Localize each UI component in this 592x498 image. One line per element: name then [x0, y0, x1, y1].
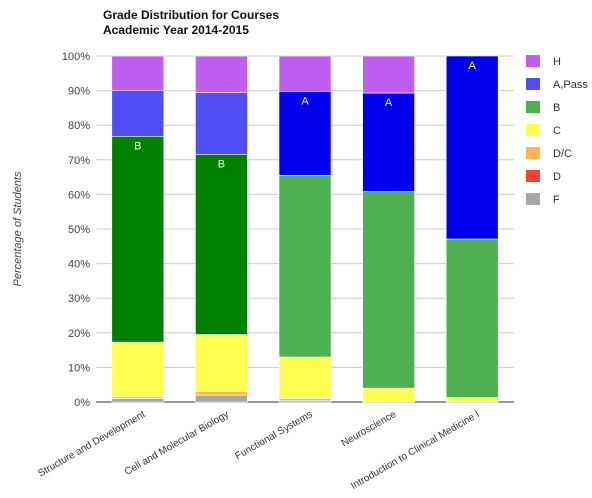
bar-neuroscience-h	[362, 55, 415, 94]
y-tick-label: 40%	[68, 259, 90, 271]
bar-structure-and-development-f	[111, 398, 165, 403]
legend-label-a-pass: A,Pass	[553, 79, 588, 91]
bar-cell-and-molecular-biology-c	[195, 334, 248, 392]
legend-label-f: F	[553, 194, 560, 206]
y-tick-label: 0%	[74, 397, 90, 409]
bar-annotation-b: B	[134, 140, 141, 152]
bar-cell-and-molecular-biology-b-dark	[195, 154, 248, 335]
y-tick-label: 90%	[68, 86, 90, 98]
bar-annotation-a: A	[469, 60, 477, 72]
bar-cell-and-molecular-biology-d-c	[195, 391, 248, 396]
bar-functional-systems-c	[278, 356, 332, 399]
chart-title-line-0: Grade Distribution for Courses	[103, 8, 279, 22]
y-tick-label: 60%	[68, 189, 90, 201]
y-tick-label: 80%	[68, 120, 90, 132]
bar-structure-and-development-a-pass-light	[111, 89, 165, 137]
bar-annotations: B B A A A	[134, 60, 476, 171]
bar-cell-and-molecular-biology-h	[195, 55, 248, 93]
x-tick-label-introduction-to-clinical-medicine-i: Introduction to Clinical Medicine I	[349, 409, 482, 492]
bar-functional-systems-b	[278, 175, 332, 358]
y-tick-label: 10%	[68, 362, 90, 374]
bar-annotation-b: B	[218, 159, 225, 171]
x-tick-label-neuroscience: Neuroscience	[340, 409, 399, 449]
chart-title-line-1: Academic Year 2014-2015	[103, 23, 249, 37]
bar-cell-and-molecular-biology-f	[195, 394, 248, 403]
legend-swatch-d-c	[526, 147, 540, 159]
bar-introduction-to-clinical-medicine-i-b	[445, 238, 499, 398]
legend-swatch-f	[526, 193, 540, 205]
bar-annotation-a: A	[301, 95, 309, 107]
y-tick-label: 50%	[68, 224, 90, 236]
y-tick-label: 20%	[68, 328, 90, 340]
legend-swatch-h	[526, 55, 540, 67]
bar-structure-and-development-h	[111, 55, 165, 91]
legend-label-c: C	[553, 125, 561, 137]
legend-swatch-a-pass	[526, 78, 540, 90]
y-axis-label-group: Percentage of Students	[12, 171, 24, 286]
legend-label-b: B	[553, 102, 560, 114]
legend: H A,Pass BC D/C DF	[526, 55, 588, 206]
legend-label-h: H	[553, 56, 561, 68]
bar-structure-and-development-b-dark	[111, 135, 165, 343]
y-axis-label: Percentage of Students	[12, 171, 24, 286]
y-tick-label: 100%	[62, 51, 90, 63]
bar-neuroscience-a-pass	[362, 92, 415, 192]
bar-neuroscience-b	[362, 191, 415, 389]
x-tick-label-functional-systems: Functional Systems	[233, 409, 314, 462]
bar-cell-and-molecular-biology-a-pass-light	[195, 92, 248, 155]
legend-swatch-c	[526, 124, 540, 136]
legend-swatch-d	[526, 170, 540, 182]
bars	[111, 55, 499, 403]
bar-introduction-to-clinical-medicine-i-c	[445, 397, 499, 403]
bar-annotation-a: A	[385, 97, 393, 109]
y-tick-label: 70%	[68, 155, 90, 167]
legend-label-d: D	[553, 171, 561, 183]
legend-swatch-b	[526, 101, 540, 113]
legend-label-d-c: D/C	[553, 148, 572, 160]
y-tick-label: 30%	[68, 293, 90, 305]
bar-introduction-to-clinical-medicine-i-a-pass	[445, 55, 499, 240]
bar-neuroscience-c	[362, 387, 415, 403]
bar-structure-and-development-c	[111, 341, 165, 398]
bar-functional-systems-h	[278, 55, 332, 92]
y-axis-ticks: 0% 10% 20% 30% 40% 50% 60% 70% 80% 90% 100%	[62, 51, 90, 409]
